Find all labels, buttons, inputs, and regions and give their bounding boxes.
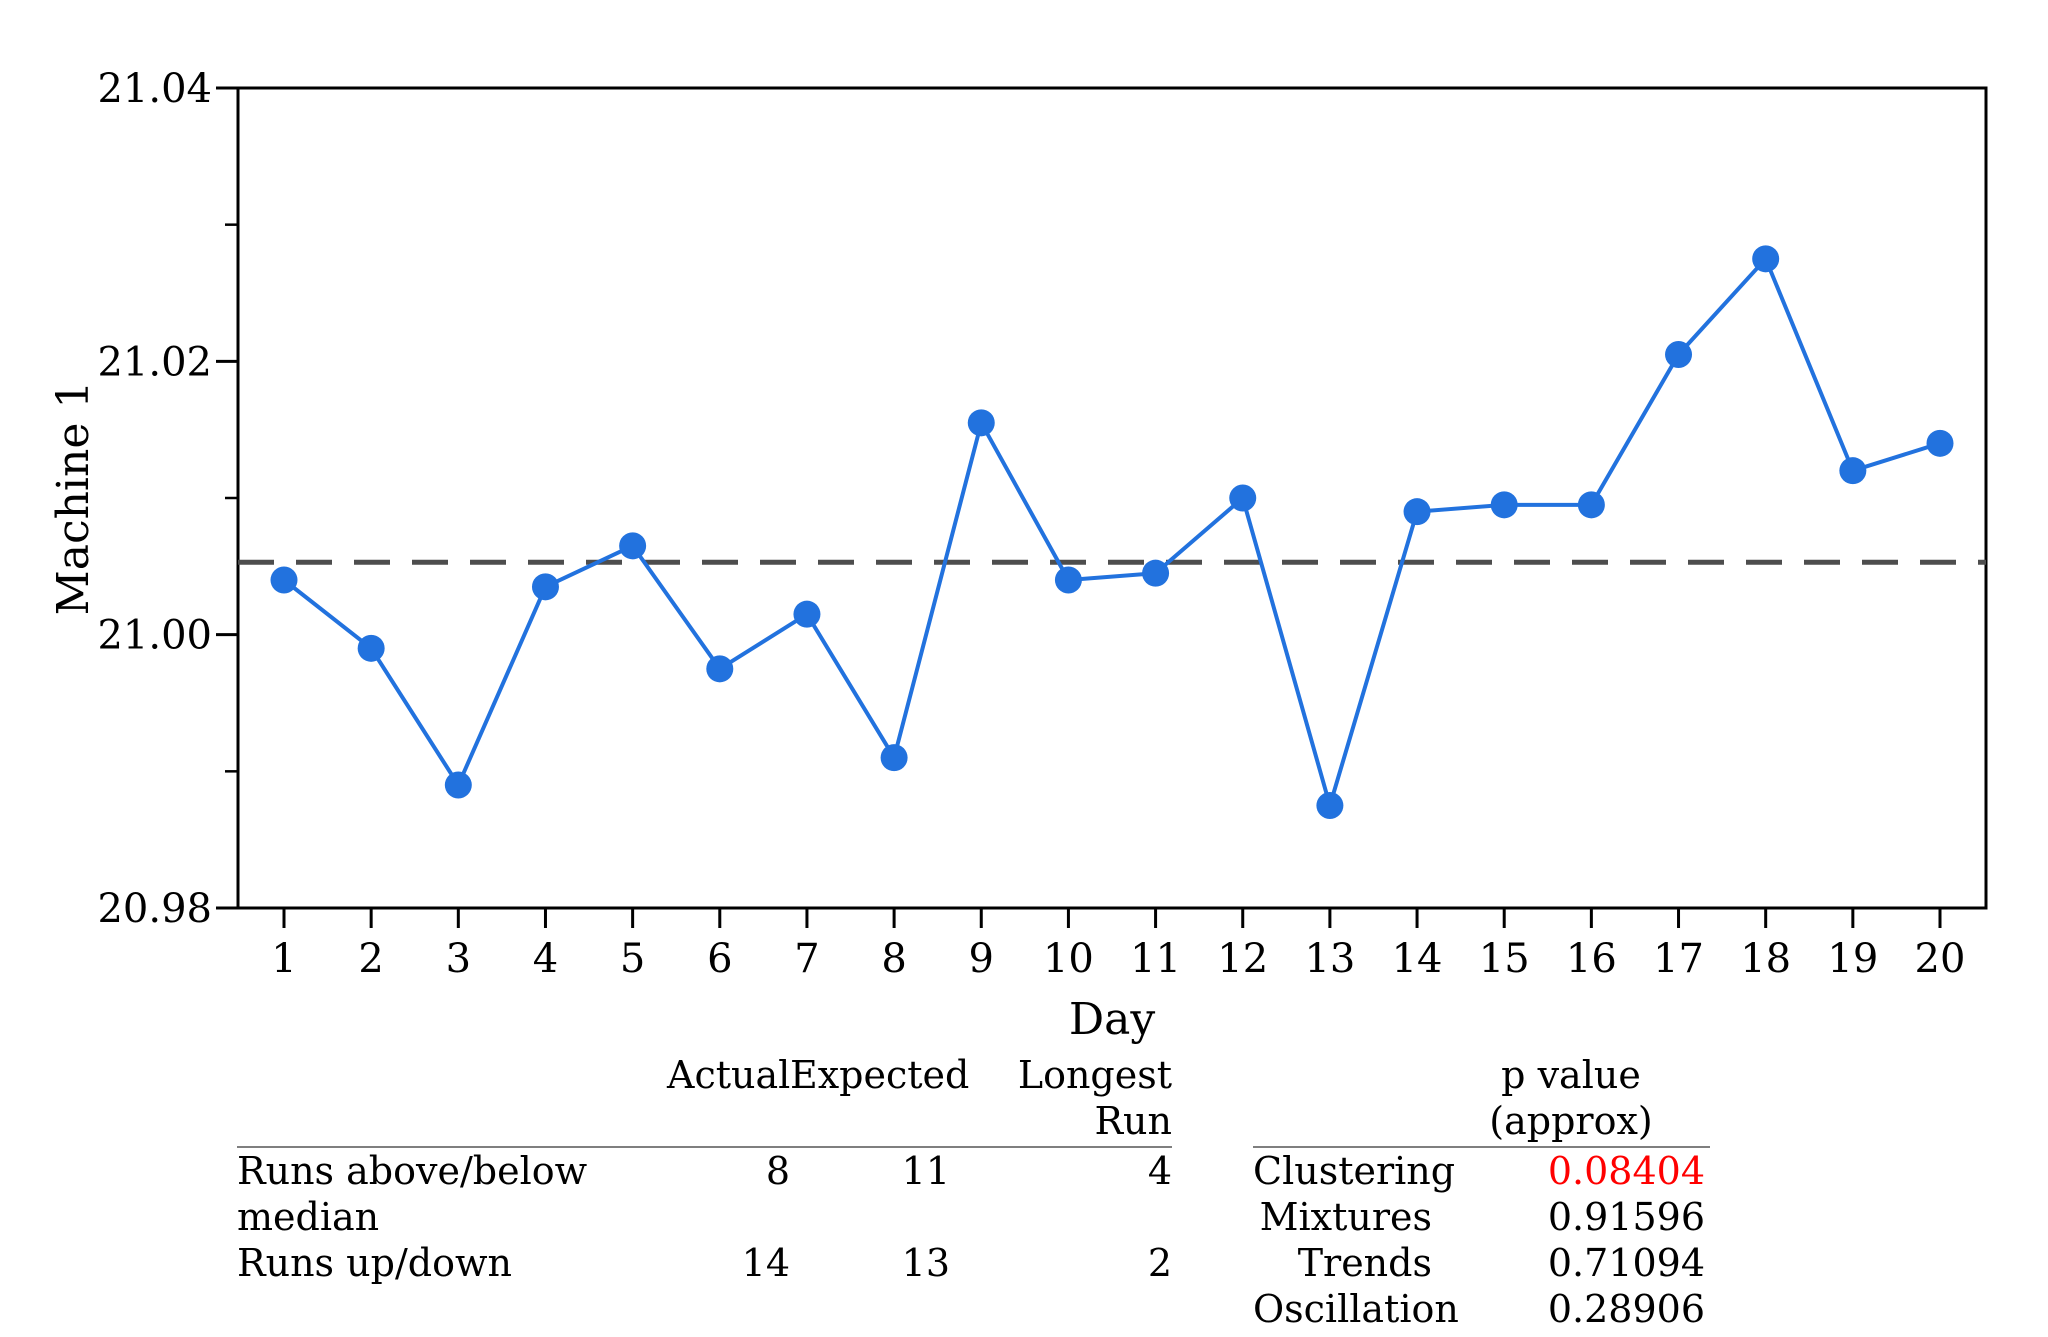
data-point-day-20 [1926, 429, 1954, 457]
pvalue-value: 0.71094 [1547, 1241, 1705, 1285]
pvalue-label: Mixtures [1259, 1195, 1432, 1239]
runs-row-expected: 13 [901, 1241, 950, 1285]
pvalues-table: p value (approx) Clustering 0.08404 Mixt… [1253, 1052, 1710, 1332]
x-axis-tick-label: 1 [271, 936, 296, 982]
y-axis-tick-label: 21.04 [97, 66, 212, 112]
y-axis-tick-label: 20.98 [97, 886, 212, 932]
runs-row-longest: 2 [1147, 1241, 1172, 1285]
data-point-day-17 [1665, 341, 1693, 368]
data-point-day-13 [1316, 792, 1344, 819]
data-point-day-16 [1577, 491, 1605, 519]
y-axis-tick-label: 21.02 [97, 339, 212, 385]
pvalue-value: 0.28906 [1547, 1287, 1705, 1331]
table-row: Runs up/down 14 13 2 [237, 1240, 1172, 1286]
x-axis-tick-label: 17 [1653, 936, 1704, 982]
pvalues-header-spacer [1253, 1052, 1432, 1144]
runs-row-longest: 4 [1147, 1149, 1172, 1193]
x-axis-tick-label: 11 [1130, 936, 1181, 982]
x-axis-tick-label: 13 [1304, 936, 1355, 982]
pvalues-header-row: p value (approx) [1253, 1052, 1710, 1148]
x-axis-tick-label: 8 [881, 936, 906, 982]
x-axis-tick-label: 3 [446, 936, 471, 982]
pvalue-label: Clustering [1253, 1149, 1456, 1193]
pvalue-label: Oscillation [1253, 1287, 1459, 1331]
x-axis-tick-label: 4 [533, 936, 558, 982]
table-row: Mixtures 0.91596 [1253, 1194, 1710, 1240]
runs-header-actual: Actual [667, 1053, 791, 1097]
series-line [282, 256, 1941, 808]
pvalue-label: Trends [1297, 1241, 1432, 1285]
data-point-day-8 [880, 744, 908, 772]
x-axis-tick-label: 14 [1392, 936, 1443, 982]
x-axis-tick-label: 7 [794, 936, 819, 982]
data-point-day-11 [1142, 559, 1170, 587]
x-axis-tick-label: 18 [1740, 936, 1791, 982]
pvalues-header: p value (approx) [1489, 1053, 1653, 1143]
x-axis-tick-label: 9 [969, 936, 994, 982]
table-row: Trends 0.71094 [1253, 1240, 1710, 1286]
runs-header-longest: Longest Run [1017, 1053, 1172, 1143]
x-axis-tick-label: 19 [1827, 936, 1878, 982]
data-point-day-1 [270, 566, 298, 594]
pvalue-value: 0.08404 [1547, 1149, 1705, 1193]
data-point-day-3 [444, 771, 472, 799]
x-axis-tick-label: 10 [1043, 936, 1094, 982]
table-row: Oscillation 0.28906 [1253, 1286, 1710, 1332]
table-row: Clustering 0.08404 [1253, 1148, 1710, 1194]
y-axis-title: Machine 1 [48, 381, 99, 616]
x-axis-tick-label: 15 [1479, 936, 1530, 982]
runs-header-expected: Expected [790, 1053, 970, 1097]
pvalue-value: 0.91596 [1547, 1195, 1705, 1239]
data-point-day-18 [1752, 245, 1780, 273]
x-axis-tick-label: 5 [620, 936, 645, 982]
runs-row-actual: 8 [765, 1149, 790, 1193]
x-axis-tick-label: 6 [707, 936, 732, 982]
data-point-day-10 [1054, 566, 1082, 594]
runs-row-label: Runs up/down [237, 1241, 512, 1285]
data-point-day-2 [357, 634, 385, 662]
data-point-day-9 [967, 409, 995, 437]
x-axis-tick-label: 20 [1915, 936, 1966, 982]
data-point-day-4 [531, 573, 559, 601]
data-point-day-14 [1403, 498, 1431, 526]
data-point-day-12 [1229, 484, 1257, 512]
runs-row-expected: 11 [901, 1149, 950, 1193]
x-axis-title: Day [1069, 994, 1156, 1045]
data-point-day-5 [619, 532, 647, 560]
x-axis-tick-label: 16 [1566, 936, 1617, 982]
x-axis-tick-label: 2 [358, 936, 383, 982]
x-axis-tick-label: 12 [1217, 936, 1268, 982]
data-point-day-19 [1839, 457, 1867, 485]
plot-frame [236, 86, 1988, 910]
y-axis-tick-label: 21.00 [97, 613, 212, 659]
table-row: Runs above/below median 8 11 4 [237, 1148, 1172, 1240]
data-point-day-6 [706, 655, 734, 683]
runs-row-actual: 14 [741, 1241, 790, 1285]
runs-table: Actual Expected Longest Run Runs above/b… [237, 1052, 1172, 1286]
runs-table-header-row: Actual Expected Longest Run [237, 1052, 1172, 1148]
data-point-day-7 [793, 600, 821, 628]
runs-header-spacer [237, 1052, 667, 1144]
data-point-day-15 [1490, 491, 1518, 519]
runs-row-label: Runs above/below median [237, 1149, 588, 1239]
